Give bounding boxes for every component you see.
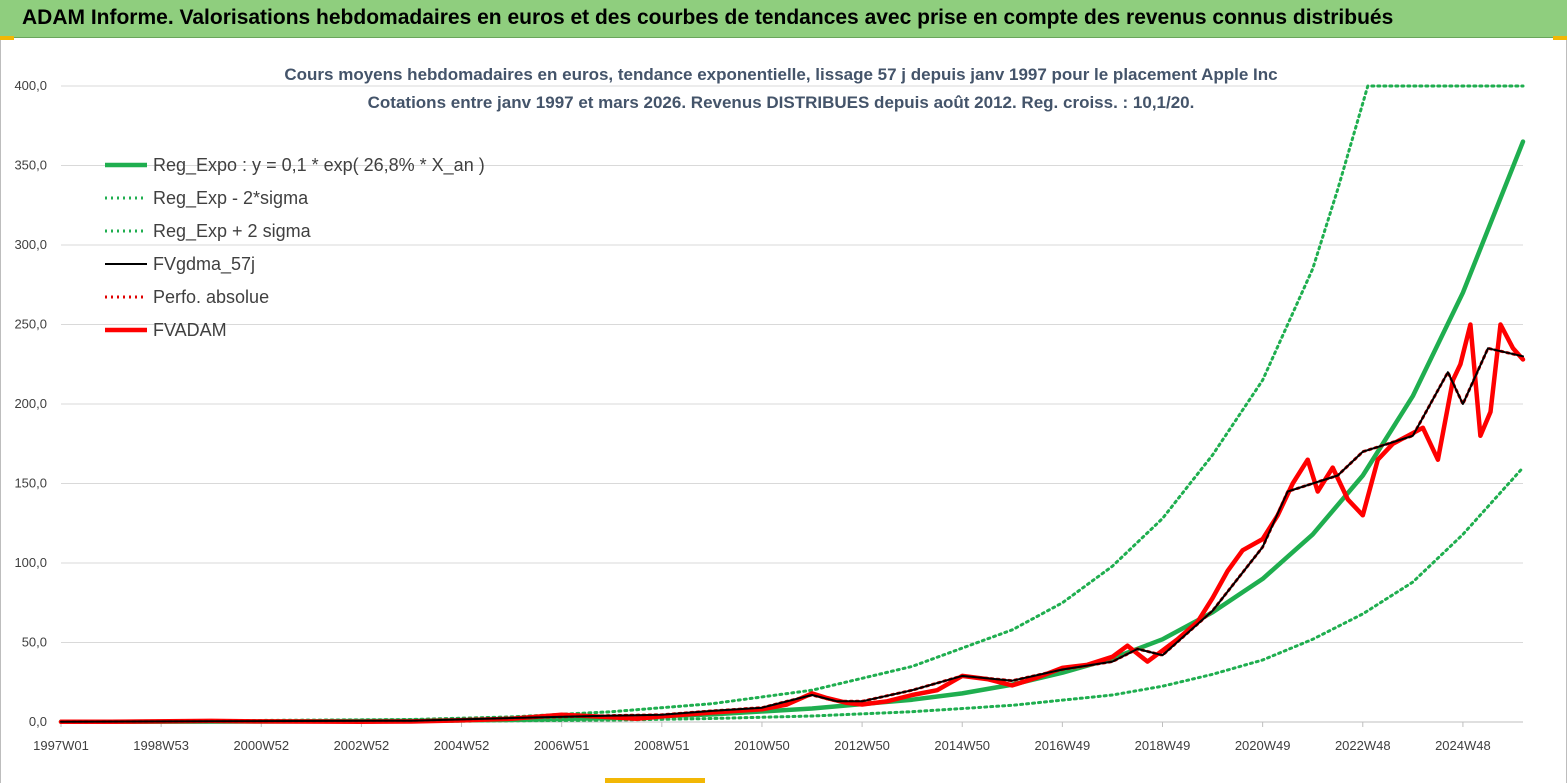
x-tick-label: 2004W52 [434,738,490,753]
x-tick-label: 2022W48 [1335,738,1391,753]
y-tick-label: 150,0 [14,476,47,491]
x-tick-label: 2006W51 [534,738,590,753]
x-tick-label: 2024W48 [1435,738,1491,753]
legend: Reg_Expo : y = 0,1 * exp( 26,8% * X_an )… [105,155,485,340]
series-line-1 [59,466,1525,724]
y-tick-label: 400,0 [14,78,47,93]
x-tick-label: 2012W50 [834,738,890,753]
y-tick-label: 0,0 [29,714,47,729]
legend-label: Reg_Expo : y = 0,1 * exp( 26,8% * X_an ) [153,155,485,176]
series-line-5 [58,322,1526,725]
x-tick-label: 2008W51 [634,738,690,753]
x-tick-label: 2014W50 [934,738,990,753]
x-tick-label: 2016W49 [1035,738,1091,753]
legend-label: Reg_Exp - 2*sigma [153,188,309,209]
report-title: ADAM Informe. Valorisations hebdomadaire… [22,6,1394,29]
y-tick-label: 250,0 [14,317,47,332]
grid-lines [61,85,1523,723]
y-tick-label: 50,0 [22,635,47,650]
legend-label: Perfo. absolue [153,287,269,307]
chart-title-line-1: Cours moyens hebdomadaires en euros, ten… [284,65,1277,84]
x-tick-label: 2002W52 [334,738,390,753]
legend-label: FVgdma_57j [153,254,255,275]
footer-accent [605,778,705,783]
y-axis: 0,0 50,0 100,0 150,0 200,0 250,0 300,0 350,0 400… [14,78,47,729]
header-accent-right [1553,36,1567,40]
x-tick-label: 2010W50 [734,738,790,753]
x-tick-label: 2000W52 [233,738,289,753]
y-tick-label: 100,0 [14,555,47,570]
x-tick-label: 1998W53 [133,738,189,753]
header-accent-left [0,36,14,40]
legend-label: Reg_Exp + 2 sigma [153,221,312,242]
line-chart: Cours moyens hebdomadaires en euros, ten… [14,65,1526,753]
chart-title-line-2: Cotations entre janv 1997 et mars 2026. … [368,93,1195,112]
legend-label: FVADAM [153,320,227,340]
x-tick-label: 2020W49 [1235,738,1291,753]
x-tick-label: 2018W49 [1135,738,1191,753]
chart-area: Cours moyens hebdomadaires en euros, ten… [0,40,1567,783]
report-header: ADAM Informe. Valorisations hebdomadaire… [0,0,1567,38]
x-axis: 1997W01 1998W53 2000W52 2002W52 2004W52 2006W… [33,722,1491,753]
y-tick-label: 350,0 [14,158,47,173]
y-tick-label: 200,0 [14,396,47,411]
series-line-3 [60,347,1524,723]
y-tick-label: 300,0 [14,237,47,252]
x-tick-label: 1997W01 [33,738,89,753]
series-lines [58,84,1526,725]
